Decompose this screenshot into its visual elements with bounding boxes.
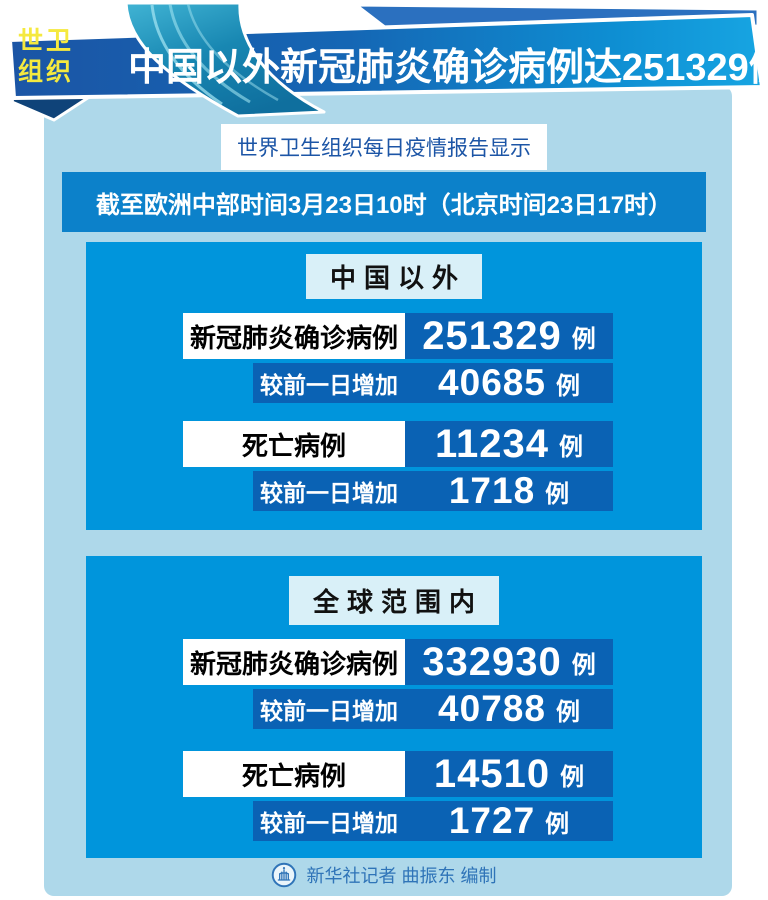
delta-label: 较前一日增加	[260, 372, 398, 398]
stat-number: 11234	[434, 421, 550, 466]
delta-value: 1727 例	[405, 800, 613, 841]
delta-unit: 例	[555, 372, 580, 400]
who-org-badge-line2: 组织	[18, 57, 75, 86]
stat-label: 死亡病例	[183, 751, 405, 797]
delta-number: 1718	[448, 470, 536, 511]
stat-row-deaths-delta: 较前一日增加 1718 例	[253, 470, 613, 511]
stat-label: 死亡病例	[183, 421, 405, 467]
stat-value: 251329 例	[405, 313, 613, 359]
stat-row-deaths: 死亡病例 11234 例	[183, 421, 613, 467]
delta-number: 1727	[448, 800, 536, 841]
delta-label: 较前一日增加	[260, 698, 398, 724]
page-title: 中国以外新冠肺炎确诊病例达251329例	[128, 47, 768, 89]
stat-unit: 例	[560, 763, 585, 791]
stat-value: 11234 例	[405, 421, 613, 467]
section-panel-global: 全球范围内 新冠肺炎确诊病例 332930 例 较前一日增加 40788 例 死…	[86, 556, 702, 858]
stat-row-confirmed-delta: 较前一日增加 40685 例	[253, 362, 613, 403]
delta-value: 40685 例	[405, 362, 613, 403]
stat-label: 新冠肺炎确诊病例	[183, 639, 405, 685]
who-org-badge: 世卫 组织	[18, 26, 74, 87]
stat-row-deaths: 死亡病例 14510 例	[183, 751, 613, 797]
stat-number: 251329	[422, 313, 562, 358]
delta-number: 40788	[438, 688, 546, 729]
delta-number: 40685	[438, 362, 546, 403]
stat-number: 14510	[433, 751, 551, 796]
report-source-note: 世界卫生组织每日疫情报告显示	[221, 124, 547, 170]
section-panel-outside-china: 中国以外 新冠肺炎确诊病例 251329 例 较前一日增加 40685 例 死亡…	[86, 242, 702, 530]
stat-row-confirmed-delta: 较前一日增加 40788 例	[253, 688, 613, 729]
delta-unit: 例	[545, 810, 570, 838]
delta-value: 40788 例	[405, 688, 613, 729]
delta-unit: 例	[555, 698, 580, 726]
delta-value: 1718 例	[405, 470, 613, 511]
header-ribbon	[8, 1, 764, 122]
stat-number: 332930	[422, 639, 562, 684]
stat-value: 14510 例	[405, 751, 613, 797]
stat-row-confirmed: 新冠肺炎确诊病例 251329 例	[183, 313, 613, 359]
delta-label: 较前一日增加	[260, 810, 398, 836]
delta-label: 较前一日增加	[260, 480, 398, 506]
delta-unit: 例	[545, 480, 570, 508]
credit-text: 新华社记者 曲振东 编制	[306, 866, 497, 886]
stat-row-deaths-delta: 较前一日增加 1727 例	[253, 800, 613, 841]
section-title: 中国以外	[305, 254, 482, 299]
as-of-time-bar: 截至欧洲中部时间3月23日10时（北京时间23日17时）	[62, 172, 706, 232]
who-org-badge-line1: 世卫	[18, 27, 75, 55]
footer-credit: 新华社记者 曲振东 编制	[0, 862, 768, 888]
section-title: 全球范围内	[288, 576, 499, 625]
stat-row-confirmed: 新冠肺炎确诊病例 332930 例	[183, 639, 613, 685]
stat-unit: 例	[571, 325, 596, 353]
stat-label: 新冠肺炎确诊病例	[183, 313, 405, 359]
xinhua-emblem-icon	[272, 862, 297, 888]
ribbon-sash	[124, 1, 326, 118]
stat-unit: 例	[559, 433, 584, 461]
stat-unit: 例	[571, 651, 596, 679]
stat-value: 332930 例	[405, 639, 613, 685]
